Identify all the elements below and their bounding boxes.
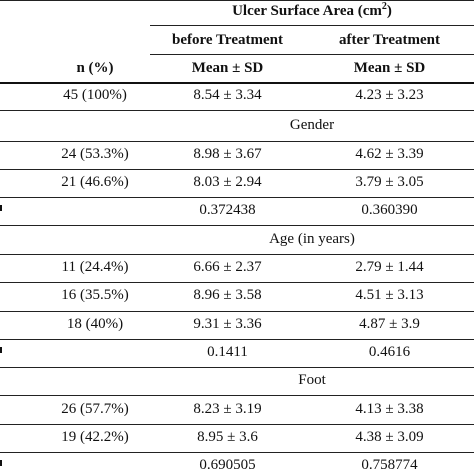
table-cell-before: 8.96 ± 3.58 bbox=[193, 287, 262, 303]
table-cell-after: 4.38 ± 3.09 bbox=[355, 429, 424, 445]
row-rule bbox=[0, 110, 474, 111]
row-rule bbox=[0, 141, 474, 142]
table-cell-p-before: 0.1411 bbox=[207, 344, 248, 360]
table-cell-p-before: 0.372438 bbox=[199, 202, 256, 218]
section-title-gender: Gender bbox=[289, 117, 335, 133]
row-rule bbox=[0, 395, 474, 396]
table-cell-after: 3.79 ± 3.05 bbox=[355, 174, 424, 190]
mean-sd-after-header: Mean ± SD bbox=[353, 60, 426, 76]
table-cell-before: 9.31 ± 3.36 bbox=[193, 316, 262, 332]
group-title: Ulcer Surface Area (cm2) bbox=[150, 2, 474, 20]
section-title-foot: Foot bbox=[298, 372, 326, 388]
table-cell-before: 8.98 ± 3.67 bbox=[193, 146, 262, 162]
group-rule bbox=[150, 25, 474, 26]
table-cell-before: 8.03 ± 2.94 bbox=[193, 174, 262, 190]
table-cell-n: 11 (24.4%) bbox=[61, 259, 129, 275]
mean-sd-before-header: Mean ± SD bbox=[191, 60, 264, 76]
row-rule bbox=[0, 254, 474, 255]
table-cell-after: 4.51 ± 3.13 bbox=[355, 287, 424, 303]
table-cell-before: 8.23 ± 3.19 bbox=[193, 401, 262, 417]
row-marker bbox=[0, 205, 2, 211]
row-rule bbox=[0, 225, 474, 226]
row-rule bbox=[0, 169, 474, 170]
table-cell-before: 8.54 ± 3.34 bbox=[193, 87, 262, 103]
table-cell-p-before: 0.690505 bbox=[199, 457, 256, 473]
row-rule bbox=[0, 311, 474, 312]
top-rule bbox=[0, 0, 474, 1]
row-marker bbox=[0, 460, 2, 466]
row-rule bbox=[0, 339, 474, 340]
column-header-after: after Treatment bbox=[339, 32, 440, 48]
table-cell-n: 45 (100%) bbox=[63, 87, 127, 103]
group-title-superscript: 2 bbox=[381, 1, 387, 12]
row-marker bbox=[0, 347, 2, 353]
table-cell-before: 6.66 ± 2.37 bbox=[193, 259, 262, 275]
table-cell-before: 8.95 ± 3.6 bbox=[197, 429, 258, 445]
column-header-n: n (%) bbox=[76, 60, 114, 76]
table-cell-after: 4.13 ± 3.38 bbox=[355, 401, 424, 417]
table-cell-n: 19 (42.2%) bbox=[61, 429, 129, 445]
section-title-age: Age (in years) bbox=[269, 231, 355, 247]
group-title-close: ) bbox=[386, 3, 392, 19]
table-cell-after: 4.62 ± 3.39 bbox=[355, 146, 424, 162]
table-cell-n: 18 (40%) bbox=[66, 316, 124, 332]
table-cell-p-after: 0.4616 bbox=[368, 344, 411, 360]
table-cell-n: 21 (46.6%) bbox=[61, 174, 129, 190]
column-header-before: before Treatment bbox=[172, 32, 283, 48]
table-cell-n: 16 (35.5%) bbox=[61, 287, 129, 303]
header-bottom-rule bbox=[0, 82, 474, 84]
subheader-rule bbox=[150, 54, 474, 55]
row-rule bbox=[0, 452, 474, 453]
table-cell-after: 4.23 ± 3.23 bbox=[355, 87, 424, 103]
row-rule bbox=[0, 197, 474, 198]
table-cell-after: 4.87 ± 3.9 bbox=[359, 316, 420, 332]
row-rule bbox=[0, 424, 474, 425]
table-cell-p-after: 0.360390 bbox=[361, 202, 418, 218]
table-cell-n: 24 (53.3%) bbox=[61, 146, 129, 162]
row-rule bbox=[0, 282, 474, 283]
table-cell-n: 26 (57.7%) bbox=[61, 401, 129, 417]
row-rule bbox=[0, 367, 474, 368]
table-cell-after: 2.79 ± 1.44 bbox=[355, 259, 424, 275]
table-cell-p-after: 0.758774 bbox=[361, 457, 418, 473]
group-title-text: Ulcer Surface Area (cm bbox=[232, 3, 382, 19]
